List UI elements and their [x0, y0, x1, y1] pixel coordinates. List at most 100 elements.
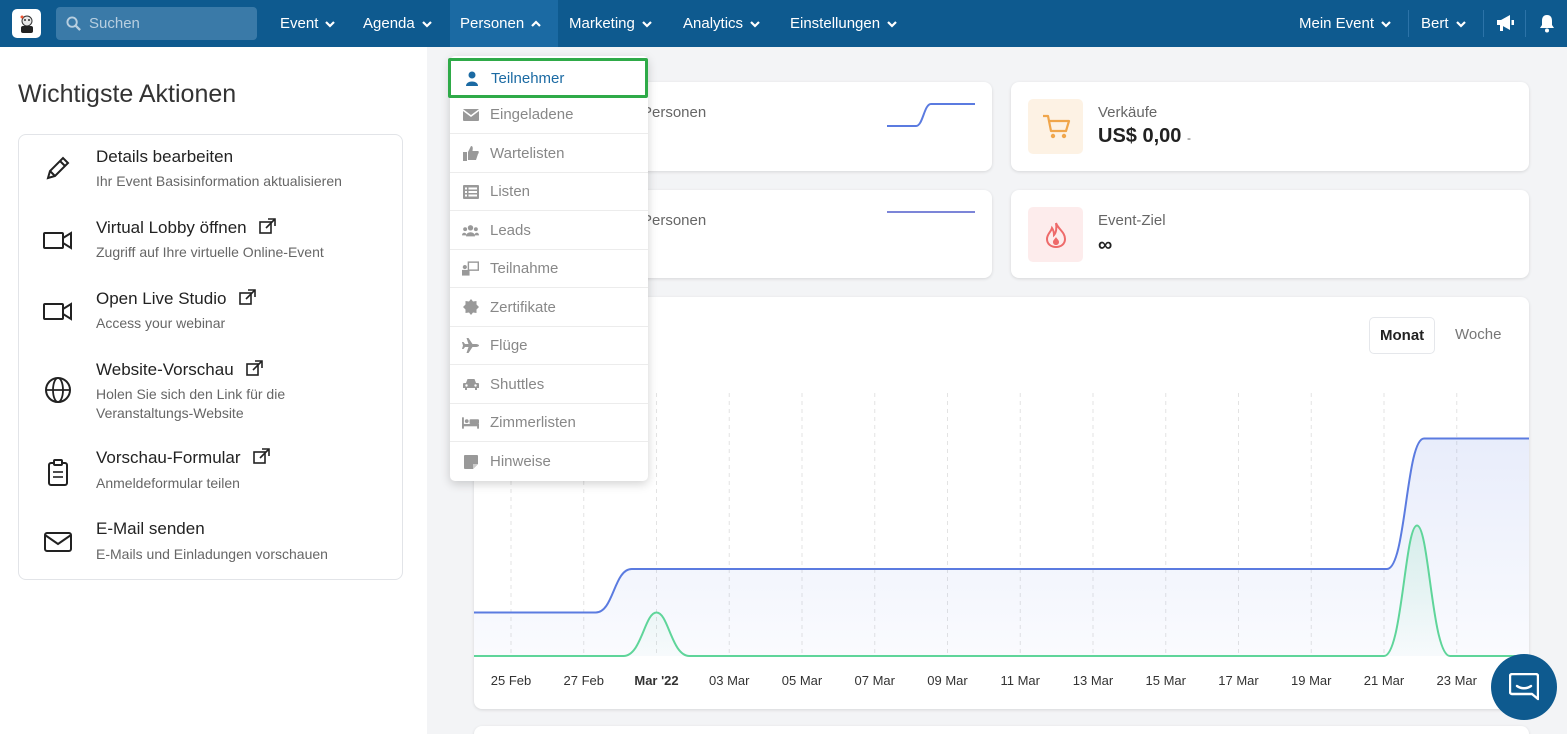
action-title-wrap: Vorschau-Formular [96, 448, 271, 468]
action-title: Details bearbeiten [96, 147, 234, 166]
plane-icon [462, 337, 479, 354]
dropdown-item-zertifikate[interactable]: Zertifikate [450, 289, 648, 327]
action-details-bearbeiten[interactable]: Details bearbeiten Ihr Event Basisinform… [19, 135, 404, 206]
fire-icon [1045, 222, 1066, 248]
video-camera-icon [43, 302, 72, 321]
stat-card-event-goal: Event-Ziel ∞ [1011, 190, 1529, 278]
action-subtitle: E-Mails und Einladungen vorschauen [96, 546, 328, 562]
nav-marketing-label: Marketing [569, 15, 635, 32]
stat-label: Personen [642, 212, 707, 229]
chat-launcher-button[interactable] [1491, 654, 1557, 720]
sparkline [887, 211, 975, 213]
dropdown-item-label: Wartelisten [490, 144, 565, 162]
action-subtitle: Ihr Event Basisinformation aktualisieren [96, 173, 342, 189]
video-camera-icon [43, 231, 72, 250]
chevron-down-icon [1381, 20, 1391, 28]
chevron-down-icon [642, 20, 652, 28]
nav-einstellungen[interactable]: Einstellungen [780, 0, 908, 47]
users-icon [462, 222, 479, 239]
dropdown-item-shuttles[interactable]: Shuttles [450, 366, 648, 404]
app-logo[interactable] [12, 9, 41, 38]
notifications-button[interactable] [1539, 14, 1555, 38]
dropdown-item-eingeladene[interactable]: Eingeladene [450, 96, 648, 134]
action-title: Website-Vorschau [96, 360, 234, 379]
action-title: Virtual Lobby öffnen [96, 218, 247, 237]
dropdown-item-hinweise[interactable]: Hinweise [450, 443, 648, 481]
x-tick-label: 11 Mar [1001, 673, 1041, 688]
nav-mein-event[interactable]: Mein Event [1289, 0, 1402, 47]
chevron-down-icon [750, 20, 760, 28]
chart-card: Monat Woche 25 Feb 27 Feb Mar '22 03 Mar 05 … [474, 297, 1529, 709]
top-navigation-bar: Event Agenda Personen Marketing Analytic… [0, 0, 1567, 47]
search-input[interactable] [89, 15, 249, 32]
nav-event[interactable]: Event [270, 0, 346, 47]
car-icon [462, 376, 479, 393]
dropdown-item-label: Zimmerlisten [490, 414, 576, 431]
nav-einstellungen-label: Einstellungen [790, 15, 881, 32]
certificate-icon [462, 299, 479, 316]
chevron-down-icon [421, 20, 432, 28]
action-title-wrap: Website-Vorschau [96, 360, 264, 380]
toggle-month[interactable]: Monat [1369, 317, 1436, 354]
dropdown-item-teilnahme[interactable]: Teilnahme [450, 250, 648, 288]
chevron-down-icon [887, 20, 897, 28]
action-title-wrap: Open Live Studio [96, 289, 256, 309]
action-subtitle: Anmeldeformular teilen [96, 475, 240, 491]
bottom-card [474, 726, 1529, 734]
action-open-live-studio[interactable]: Open Live Studio Access your webinar [19, 277, 404, 348]
dropdown-item-zimmerlisten[interactable]: Zimmerlisten [450, 404, 648, 442]
search-box[interactable] [56, 7, 257, 40]
dropdown-item-label: Teilnehmer [491, 69, 565, 87]
action-email-senden[interactable]: E-Mail senden E-Mails und Einladungen vo… [19, 509, 404, 580]
nav-user-menu[interactable]: Bert [1411, 0, 1477, 47]
pencil-icon [46, 156, 70, 180]
chevron-up-icon [531, 19, 541, 27]
action-title: E-Mail senden [96, 519, 205, 538]
announcements-button[interactable] [1496, 14, 1515, 37]
nav-divider [1525, 10, 1526, 37]
dropdown-item-wartelisten[interactable]: Wartelisten [450, 135, 648, 173]
dropdown-item-label: Hinweise [490, 453, 551, 470]
external-link-icon [253, 448, 271, 464]
dropdown-item-label: Leads [490, 221, 531, 239]
bed-icon [462, 414, 479, 431]
series-line [474, 437, 1529, 614]
logo-icon [20, 15, 33, 33]
x-tick-label: 25 Feb [491, 673, 531, 688]
series-area [474, 438, 1529, 656]
external-link-icon [246, 360, 264, 376]
action-title-wrap: Virtual Lobby öffnen [96, 218, 277, 238]
nav-user-label: Bert [1421, 15, 1449, 32]
line-chart: 25 Feb 27 Feb Mar '22 03 Mar 05 Mar 07 Mar 09 … [474, 393, 1529, 688]
nav-agenda[interactable]: Agenda [353, 0, 443, 47]
goal-label: Event-Ziel [1098, 212, 1166, 229]
nav-marketing[interactable]: Marketing [559, 0, 663, 47]
action-website-vorschau[interactable]: Website-Vorschau Holen Sie sich den Link… [19, 348, 404, 438]
sales-amount: US$ 0,00 [1098, 125, 1182, 147]
dropdown-item-flüge[interactable]: Flüge [450, 327, 648, 365]
action-virtual-lobby[interactable]: Virtual Lobby öffnen Zugriff auf Ihre vi… [19, 206, 404, 277]
dropdown-item-listen[interactable]: Listen [450, 173, 648, 211]
action-vorschau-formular[interactable]: Vorschau-Formular Anmeldeformular teilen [19, 438, 404, 509]
nav-analytics[interactable]: Analytics [673, 0, 771, 47]
nav-agenda-label: Agenda [363, 15, 415, 32]
envelope-icon [462, 106, 479, 123]
nav-personen[interactable]: Personen [450, 0, 558, 47]
external-link-icon [259, 218, 277, 234]
dropdown-item-label: Listen [490, 183, 531, 200]
x-tick-label: 23 Mar [1437, 673, 1478, 688]
dropdown-item-label: Zertifikate [490, 298, 556, 316]
sparkline [887, 103, 975, 127]
sales-label: Verkäufe [1098, 104, 1158, 121]
nav-mein-event-label: Mein Event [1299, 15, 1375, 32]
action-subtitle: Zugriff auf Ihre virtuelle Online-Event [96, 244, 324, 260]
dropdown-item-leads[interactable]: Leads [450, 212, 648, 250]
clipboard-icon [48, 459, 68, 486]
toggle-week[interactable]: Woche [1455, 326, 1502, 343]
user-icon [463, 70, 480, 87]
nav-analytics-label: Analytics [683, 15, 744, 32]
stat-card-sales: Verkäufe US$ 0,00 - [1011, 82, 1529, 171]
dropdown-item-teilnehmer[interactable]: Teilnehmer [448, 58, 648, 98]
goal-value: ∞ [1098, 234, 1113, 256]
nav-divider [1408, 10, 1409, 37]
